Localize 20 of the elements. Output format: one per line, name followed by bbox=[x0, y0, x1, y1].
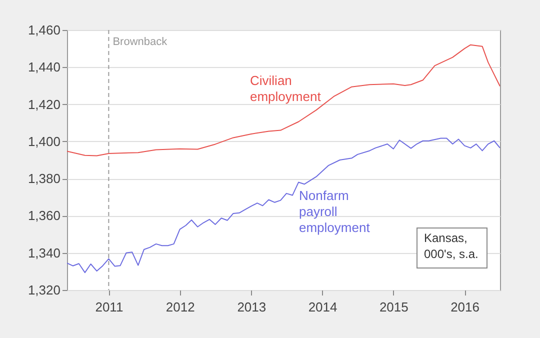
series-label: Civilian employment bbox=[250, 73, 322, 104]
y-tick-label: 1,460 bbox=[28, 22, 60, 38]
y-tick-label: 1,400 bbox=[28, 134, 60, 149]
x-tick-label: 2014 bbox=[308, 300, 338, 314]
x-tick-label: 2016 bbox=[450, 300, 480, 314]
line-series bbox=[67, 138, 500, 274]
y-tick-label: 1,360 bbox=[28, 208, 60, 224]
x-tick-label: 2015 bbox=[379, 300, 408, 314]
x-tick-label: 2011 bbox=[95, 300, 124, 314]
y-tick-label: 1,420 bbox=[28, 96, 60, 112]
annotation: Kansas, 000's, s.a. bbox=[424, 231, 478, 261]
y-tick-label: 1,440 bbox=[28, 60, 60, 75]
y-tick-label: 1,380 bbox=[28, 171, 60, 186]
ref-line-label: Brownback bbox=[112, 36, 168, 48]
x-tick-label: 2013 bbox=[237, 300, 266, 314]
y-tick-label: 1,320 bbox=[28, 282, 60, 298]
series-label: Nonfarm payroll employment bbox=[299, 188, 370, 235]
y-tick-label: 1,340 bbox=[28, 245, 60, 260]
x-tick-label: 2012 bbox=[166, 300, 195, 314]
line-series bbox=[67, 44, 500, 156]
